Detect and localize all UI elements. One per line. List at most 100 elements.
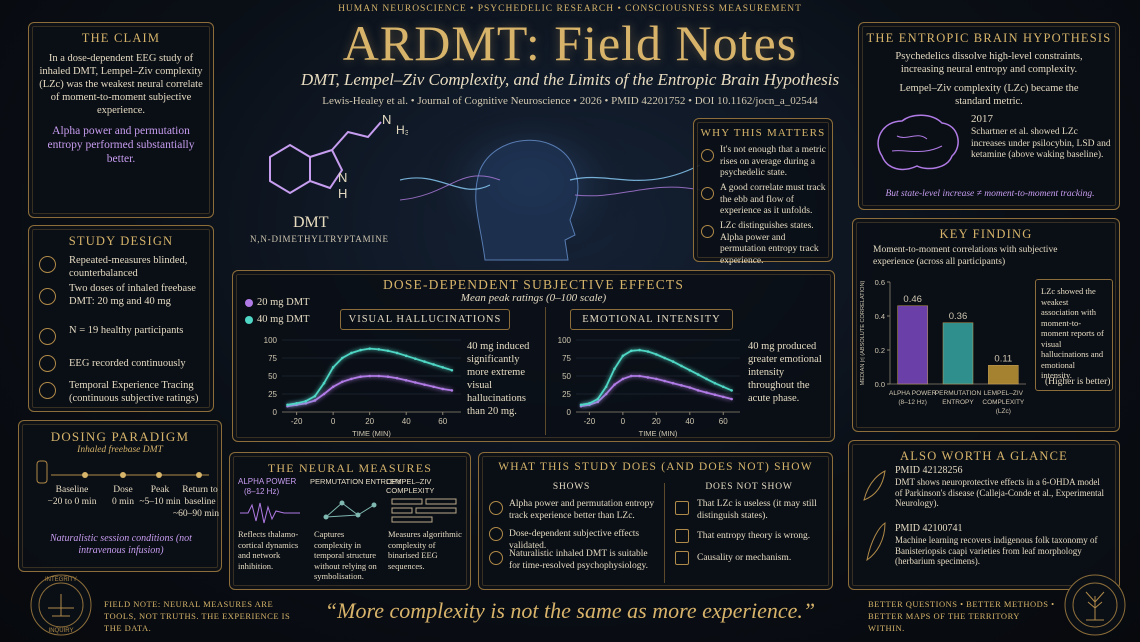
seal-text: INTEGRITY	[45, 577, 77, 583]
point	[671, 381, 675, 385]
footer-left: FIELD NOTE: NEURAL MEASURES ARE TOOLS, N…	[104, 599, 291, 633]
icon	[701, 225, 714, 238]
claim-panel: THE CLAIM In a dose-dependent EEG study …	[28, 22, 214, 218]
shows-item: Alpha power and permutation entropy trac…	[509, 499, 655, 521]
point	[350, 351, 353, 355]
leaf-icons	[863, 470, 886, 562]
finding-note-box: LZc showed the weakest association with …	[1035, 279, 1113, 391]
bar	[988, 365, 1019, 385]
point	[721, 395, 725, 399]
point	[655, 377, 658, 381]
why-item: A good correlate must track the ebb and …	[720, 183, 826, 216]
point	[713, 393, 717, 397]
y-tick-label: 0.0	[875, 380, 885, 389]
icon	[701, 187, 714, 200]
point	[386, 349, 390, 353]
y-tick-label: 0.6	[875, 278, 885, 287]
x-tick-label: 40	[402, 417, 411, 426]
chart: MEDIAN |r| (ABSOLUTE CORRELATION) 0.0 0.2 0…	[860, 278, 1026, 415]
panel-title: STUDY DESIGN	[68, 234, 174, 248]
chart-annotation: 40 mg induced significantly more extreme…	[467, 341, 530, 417]
claim-text: In a dose-dependent EEG study of inhaled…	[39, 53, 203, 116]
y-tick-label: 0.4	[875, 312, 885, 321]
icon	[39, 355, 56, 372]
point	[368, 347, 371, 350]
point	[663, 379, 666, 383]
hypothesis-year: 2017	[971, 113, 993, 125]
value-label: 0.11	[994, 353, 1012, 364]
point	[368, 374, 371, 378]
step-label: Dose	[113, 485, 133, 495]
point	[638, 348, 641, 352]
panel-title: ALSO WORTH A GLANCE	[899, 449, 1068, 463]
why-item: LZc distinguishes states. Alpha power an…	[720, 221, 819, 266]
brain-icon	[877, 114, 959, 171]
point	[588, 402, 591, 405]
subtitle: DMT, Lempel–Ziv Complexity, and the Limi…	[300, 70, 840, 89]
y-tick-label: 25	[562, 390, 571, 399]
hypothesis-metric: Lempel–Ziv complexity (LZc) became the s…	[899, 83, 1079, 107]
x-tick-label: -20	[291, 417, 303, 426]
atom-label: N	[382, 112, 391, 127]
panel-title: THE CLAIM	[81, 31, 161, 45]
value-label: 0.46	[903, 294, 922, 305]
x-tick-label: 60	[719, 417, 728, 426]
dosing-panel: DOSING PARADIGM Inhaled freebase DMT Bas…	[18, 420, 222, 572]
effects-subtitle: Mean peak ratings (0–100 scale)	[460, 292, 607, 304]
point	[395, 351, 399, 355]
point	[604, 392, 608, 396]
point	[404, 354, 408, 358]
step-time: ~5–10 min	[139, 497, 181, 507]
not-item: That LZc is useless (it may still distin…	[697, 499, 817, 521]
warn-icon	[675, 551, 689, 565]
x-tick-label: (LZc)	[996, 408, 1011, 415]
citation: Lewis-Healey et al. • Journal of Cogniti…	[322, 95, 818, 107]
chart-title: EMOTIONAL INTENSITY	[570, 309, 733, 330]
y-axis-label: MEDIAN |r| (ABSOLUTE CORRELATION)	[860, 280, 866, 385]
study-item: Repeated-measures blinded, counterbalanc…	[69, 255, 188, 279]
x-axis-label: TIME (MIN)	[352, 429, 391, 438]
x-tick-label: 0	[331, 417, 336, 426]
point	[730, 389, 733, 392]
point	[441, 366, 445, 369]
y-tick-label: 100	[264, 336, 278, 345]
measure-desc: Reflects thalamo-cortical dynamics and n…	[238, 529, 299, 571]
finding-note: LZc showed the weakest association with …	[1041, 286, 1104, 380]
chart-annotation: 40 mg produced greater emotional intensi…	[748, 341, 822, 404]
point	[386, 375, 390, 379]
network-icon	[323, 500, 377, 520]
point	[450, 368, 454, 372]
measure-desc: Captures complexity in temporal structur…	[314, 529, 377, 581]
point	[423, 360, 426, 363]
point	[596, 397, 600, 401]
panel-title: DOSING PARADIGM	[50, 429, 190, 444]
divider	[545, 307, 546, 435]
measure-name: PERMUTATION ENTROPY	[310, 477, 402, 486]
chart-title: VISUAL HALLUCINATIONS	[340, 309, 510, 330]
point	[638, 374, 641, 378]
step-time: 0 min	[112, 497, 134, 507]
point	[680, 364, 683, 368]
study-item: EEG recorded continuously	[69, 358, 186, 369]
point	[621, 354, 625, 358]
point	[705, 391, 708, 394]
point	[395, 376, 399, 380]
atom-label: N	[338, 170, 347, 185]
panel-title: THE NEURAL MEASURES	[267, 461, 433, 475]
seal: INTEGRITY INQUIRY	[30, 574, 92, 636]
finding-subtitle: Moment-to-moment correlations with subje…	[873, 245, 1058, 267]
molecule-name: N,N-DIMETHYLTRYPTAMINE	[250, 234, 389, 244]
divider	[664, 483, 665, 583]
point	[331, 366, 335, 369]
point	[313, 394, 317, 398]
hypothesis-text: Psychedelics dissolve high-level constra…	[895, 51, 1083, 75]
point	[705, 377, 708, 381]
y-tick-label: 75	[562, 354, 571, 363]
study-item: Temporal Experience Tracing (continuous …	[69, 380, 199, 404]
step-label: Return to baseline	[182, 485, 218, 507]
y-tick-label: 0	[567, 408, 572, 417]
not-item: Causality or mechanism.	[697, 553, 792, 563]
x-tick-label: ENTROPY	[942, 399, 974, 406]
point	[713, 381, 717, 385]
